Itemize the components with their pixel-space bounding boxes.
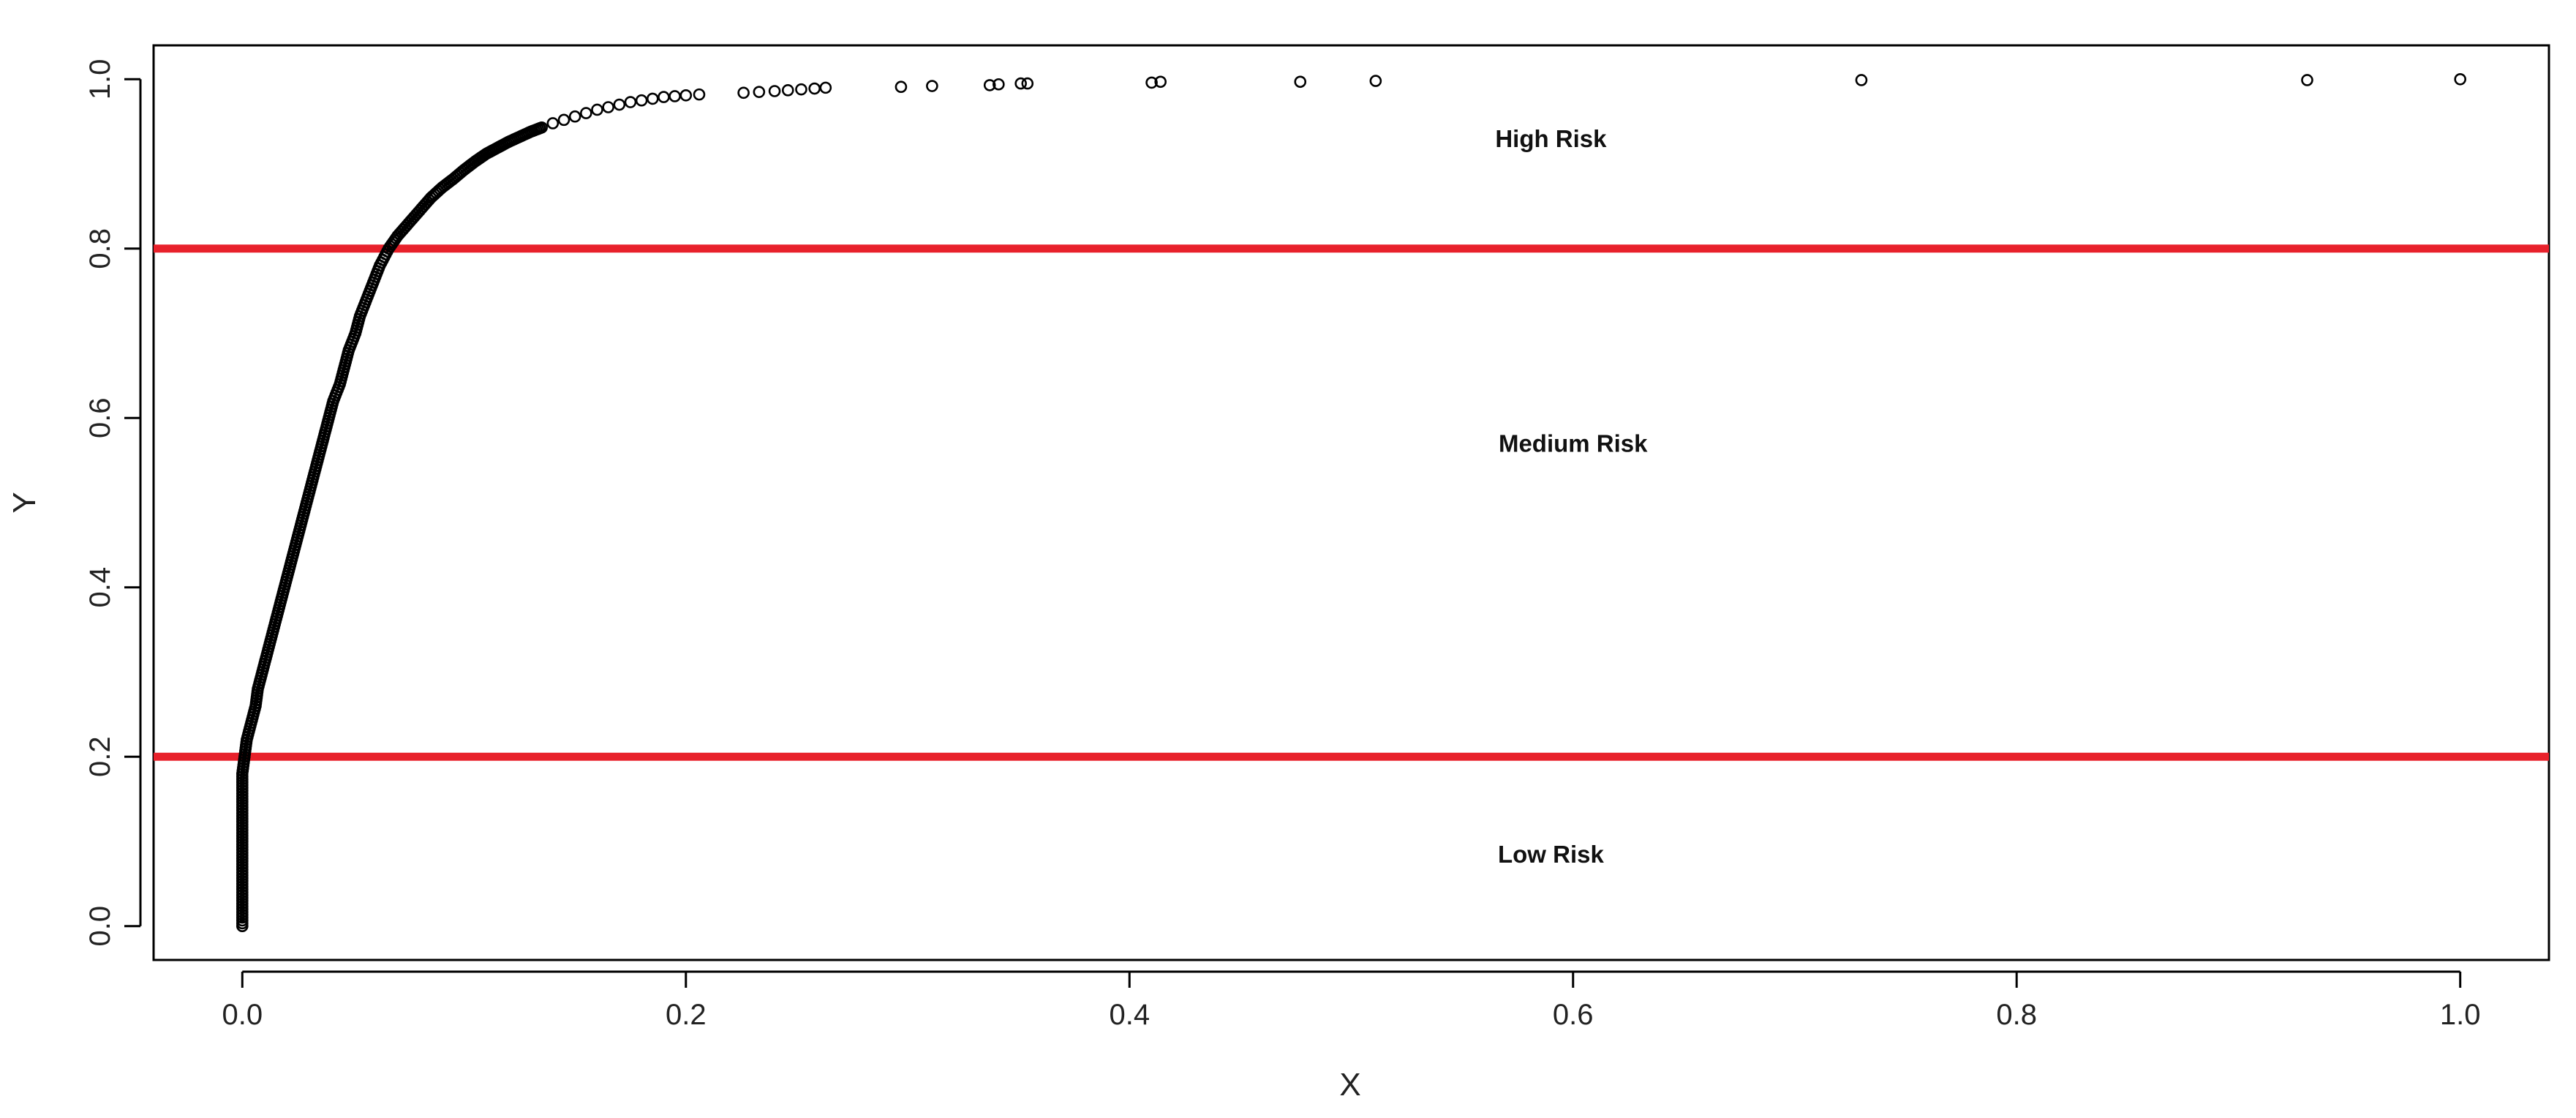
data-points: [236, 72, 2467, 933]
x-tick-label: 0.6: [1553, 999, 1594, 1031]
data-point: [781, 84, 794, 97]
y-tick-label: 0.8: [84, 228, 116, 269]
data-point: [693, 88, 706, 101]
x-axis: 0.0 0.2 0.4 0.6 0.8 1.0: [222, 970, 2481, 1031]
data-point: [658, 91, 670, 103]
y-tick-label: 0.2: [84, 736, 116, 777]
region-labels: High Risk Medium Risk Low Risk: [1495, 125, 1648, 868]
y-tick-label: 1.0: [84, 59, 116, 100]
data-point: [2301, 74, 2313, 86]
data-point: [768, 85, 781, 97]
data-point: [1145, 76, 1158, 89]
data-point: [1154, 75, 1167, 89]
data-point: [580, 107, 592, 119]
data-point: [737, 86, 750, 100]
data-point: [546, 117, 560, 130]
data-point: [679, 89, 693, 102]
data-point: [1014, 77, 1027, 90]
data-point: [646, 92, 659, 105]
data-point: [983, 79, 996, 91]
x-tick-label: 0.8: [1996, 999, 2037, 1031]
y-axis: 0.0 0.2 0.4 0.6 0.8 1.0: [84, 59, 142, 947]
data-point: [669, 90, 681, 102]
x-tick-label: 0.0: [222, 999, 263, 1031]
region-label: Low Risk: [1498, 841, 1605, 868]
y-tick-label: 0.0: [84, 906, 116, 947]
data-point: [993, 78, 1005, 91]
data-point: [535, 121, 548, 134]
data-point: [819, 81, 832, 94]
threshold-lines: [154, 244, 2549, 761]
data-point: [1855, 74, 1868, 86]
data-point: [808, 82, 821, 95]
y-tick-label: 0.4: [84, 567, 116, 608]
data-point: [926, 80, 938, 92]
data-point: [753, 86, 766, 98]
plot-frame: [152, 44, 2550, 961]
x-tick-label: 0.4: [1109, 999, 1150, 1031]
region-label: High Risk: [1495, 125, 1607, 152]
data-point: [591, 103, 603, 116]
data-point: [1369, 75, 1382, 87]
data-point: [624, 96, 637, 108]
data-point: [2454, 72, 2467, 86]
data-point: [602, 101, 614, 113]
region-label: Medium Risk: [1499, 430, 1648, 457]
data-point: [795, 83, 807, 96]
data-point: [635, 94, 648, 107]
x-axis-title: X: [1339, 1067, 1360, 1103]
data-point: [1021, 77, 1034, 90]
data-point: [568, 110, 581, 123]
data-point: [1294, 75, 1307, 89]
y-axis-title: Y: [7, 492, 42, 513]
x-tick-label: 1.0: [2440, 999, 2481, 1031]
data-point: [895, 80, 908, 94]
data-point: [557, 113, 570, 127]
data-point: [613, 98, 626, 111]
x-tick-label: 0.2: [666, 999, 707, 1031]
y-tick-label: 0.6: [84, 397, 116, 438]
